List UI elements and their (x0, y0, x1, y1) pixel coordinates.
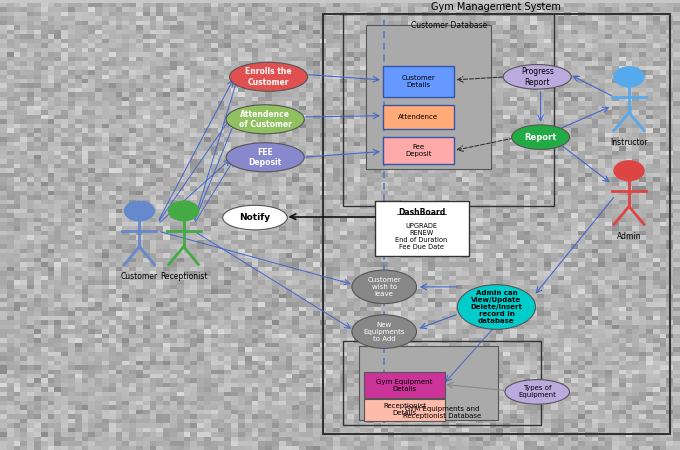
Text: Enrolls the
Customer: Enrolls the Customer (245, 67, 292, 86)
Ellipse shape (230, 62, 308, 91)
Text: Admin: Admin (617, 232, 641, 241)
Text: GYM Equipments and
Receptionist Database: GYM Equipments and Receptionist Database (403, 406, 481, 419)
Text: DashBoard: DashBoard (398, 208, 445, 217)
FancyBboxPatch shape (359, 346, 498, 419)
Text: Receptionist: Receptionist (160, 272, 207, 281)
FancyBboxPatch shape (383, 66, 454, 97)
Ellipse shape (352, 315, 416, 348)
Circle shape (124, 201, 154, 220)
Ellipse shape (226, 143, 305, 172)
FancyBboxPatch shape (383, 137, 454, 164)
Circle shape (614, 67, 644, 87)
Text: Report: Report (524, 133, 557, 142)
Circle shape (614, 161, 644, 180)
Circle shape (169, 201, 199, 220)
Text: Gym Equipment
Details: Gym Equipment Details (377, 379, 432, 392)
Ellipse shape (226, 105, 305, 134)
Text: RENEW: RENEW (409, 230, 434, 236)
Text: UPGRADE: UPGRADE (405, 223, 438, 229)
Text: Customer Database: Customer Database (411, 21, 487, 30)
Text: Notify: Notify (239, 213, 271, 222)
Text: Fee
Deposit: Fee Deposit (405, 144, 431, 157)
Ellipse shape (457, 285, 536, 329)
Ellipse shape (352, 270, 416, 304)
Text: Attendence: Attendence (398, 114, 439, 120)
Text: Customer: Customer (121, 272, 158, 281)
Ellipse shape (505, 380, 570, 404)
FancyBboxPatch shape (364, 399, 445, 421)
Text: End of Duration: End of Duration (396, 237, 447, 243)
Text: Progress
Report: Progress Report (521, 67, 554, 86)
Text: Instructor: Instructor (610, 138, 648, 147)
FancyBboxPatch shape (383, 105, 454, 129)
Text: Fee Due Date: Fee Due Date (399, 244, 444, 250)
FancyBboxPatch shape (375, 201, 469, 256)
Text: Customer
Details: Customer Details (401, 75, 435, 88)
Text: Admin can
View/Update
Delete/Insert
record in
database: Admin can View/Update Delete/Insert reco… (471, 290, 522, 324)
Text: Receptionist
Details: Receptionist Details (383, 403, 426, 416)
Text: Customer
wish to
leave: Customer wish to leave (367, 277, 401, 297)
Text: Types of
Equipment: Types of Equipment (518, 385, 556, 398)
Ellipse shape (222, 205, 287, 230)
Text: New
Equipments
to Add: New Equipments to Add (363, 322, 405, 342)
Ellipse shape (512, 125, 570, 149)
FancyBboxPatch shape (364, 372, 445, 398)
Text: FEE
Deposit: FEE Deposit (249, 148, 282, 167)
FancyBboxPatch shape (366, 24, 491, 169)
Text: Attendence
of Customer: Attendence of Customer (239, 109, 292, 129)
Text: Gym Management System: Gym Management System (432, 2, 561, 12)
Ellipse shape (503, 64, 571, 89)
